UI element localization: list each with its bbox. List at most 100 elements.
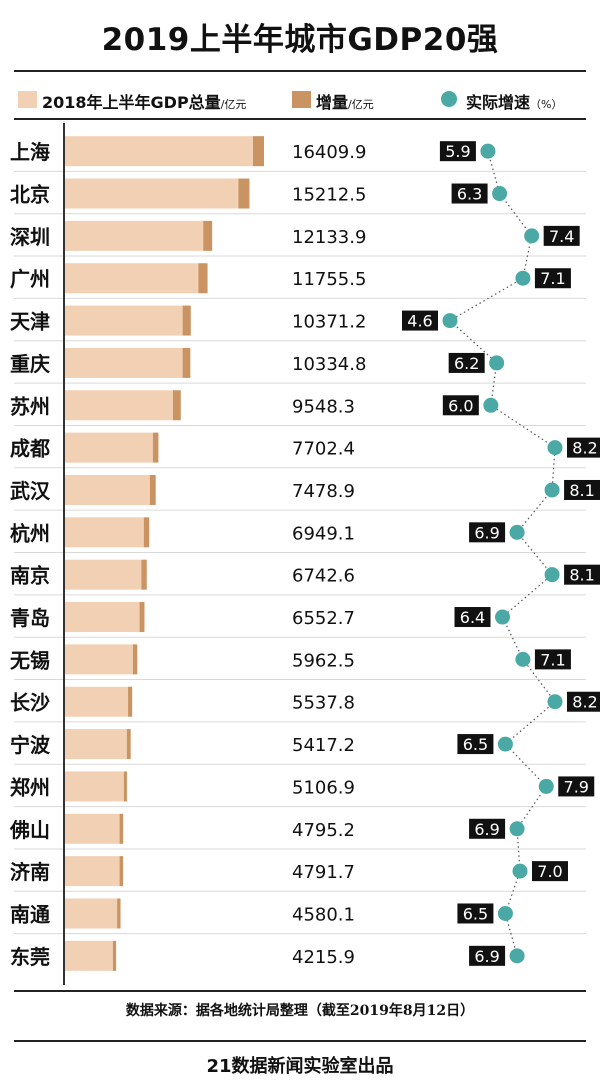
bar-increment [117,898,121,929]
growth-label: 6.5 [463,735,488,754]
category-label: 广州 [10,267,50,291]
value-label: 6949.1 [292,523,355,544]
footer-rule [14,1040,586,1042]
category-label: 佛山 [9,818,50,842]
legend-growth-text: 实际增速 [466,93,531,112]
category-label: 武汉 [10,479,51,503]
value-label: 10334.8 [292,354,366,375]
legend-base-text: 2018年上半年GDP总量 [42,93,221,112]
category-label: 无锡 [10,648,50,672]
bar-base [65,729,127,760]
bar-increment [252,136,264,167]
growth-label-box [567,437,600,458]
bar-increment [172,390,181,421]
growth-dot [509,821,525,837]
growth-dot [547,694,563,710]
growth-dot [515,651,531,667]
bar-base [65,178,239,209]
growth-dot [497,736,513,752]
category-label: 南京 [10,564,50,588]
growth-label: 6.0 [448,396,473,415]
legend-increment-swatch [292,91,311,108]
value-label: 5106.9 [292,777,355,798]
value-label: 12133.9 [292,227,366,248]
growth-label: 6.4 [460,608,485,627]
legend-growth-unit: （%） [530,98,563,111]
growth-label-box [457,903,494,924]
growth-label-box [442,395,479,416]
bar-increment [139,602,145,633]
growth-label-box [567,691,600,712]
bar-base [65,813,120,844]
category-label: 成都 [10,437,50,461]
bar-increment [238,178,250,209]
bar-base [65,517,144,548]
bar-base [65,136,253,167]
legend-base-unit: /亿元 [220,98,247,111]
growth-label-box [402,310,438,331]
value-label: 16409.9 [292,142,366,163]
legend-base-swatch [18,91,37,108]
growth-label: 5.9 [445,142,470,161]
category-label: 南通 [10,902,50,926]
growth-dot [512,863,528,879]
bar-base [65,305,183,336]
bar-base [65,771,124,802]
category-label: 济南 [10,860,50,884]
category-label: 北京 [10,183,50,207]
value-label: 7478.9 [292,481,355,502]
growth-label: 8.1 [569,566,594,585]
growth-label-box [457,734,494,755]
legend-growth-dot [441,91,457,107]
bar-base [65,390,173,421]
growth-dot [538,778,554,794]
growth-dot [544,567,560,583]
growth-dot [480,143,496,159]
growth-dot [524,228,540,244]
growth-dot [515,270,531,286]
growth-label: 7.9 [564,777,589,796]
bar-base [65,474,150,505]
legend-increment-text: 增量 [316,93,349,112]
growth-label-box [469,522,506,543]
value-label: 11755.5 [292,269,366,290]
bar-base [65,644,133,675]
bar-increment [198,263,208,294]
bar-increment [119,813,124,844]
growth-dot [509,524,525,540]
growth-label-box [451,183,488,204]
bar-increment [182,347,191,378]
growth-label-box [448,352,485,373]
bar-increment [149,474,156,505]
growth-dot [547,440,563,456]
category-label: 长沙 [10,691,50,715]
growth-dot [497,905,513,921]
value-label: 9548.3 [292,396,355,417]
bar-base [65,898,118,929]
growth-label: 8.1 [569,481,594,500]
bar-increment [123,771,127,802]
bar-base [65,559,142,590]
category-axis [63,123,65,985]
bar-increment [128,686,133,717]
growth-label: 6.9 [474,820,499,839]
growth-dot [544,482,560,498]
bar-base [65,432,153,463]
bar-base [65,602,140,633]
bar-base [65,856,120,887]
growth-label-box [558,776,595,797]
growth-label: 7.1 [540,269,565,288]
category-label: 东莞 [10,945,50,969]
category-label: 苏州 [10,394,50,418]
growth-label-box [564,479,600,500]
value-label: 6552.7 [292,608,355,629]
legend-increment-unit: /亿元 [348,98,374,111]
value-label: 4215.9 [292,947,355,968]
growth-label: 6.9 [474,947,499,966]
data-source-note: 数据来源：据各地统计局整理（截至2019年8月12日） [125,1003,475,1019]
growth-label-box [469,818,506,839]
growth-label: 6.5 [463,904,488,923]
footer-credit: 21数据新闻实验室出品 [206,1056,394,1077]
growth-dot [483,397,499,413]
growth-dot [492,186,508,202]
